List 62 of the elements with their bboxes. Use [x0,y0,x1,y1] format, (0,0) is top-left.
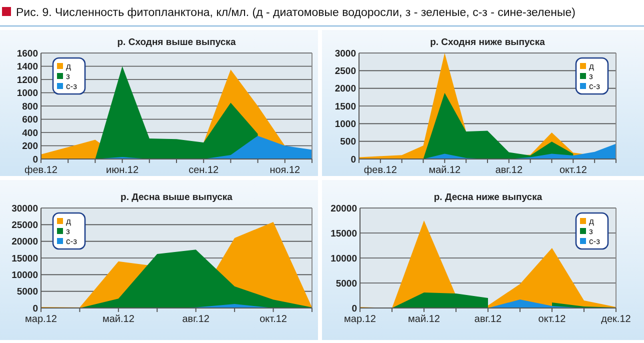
y-tick-label: 0 [352,303,357,314]
y-tick-label: 0 [32,154,38,166]
x-tick-label: окт.12 [538,314,566,325]
y-tick-label: 1000 [334,118,356,130]
y-tick-label: 10000 [12,270,38,281]
x-tick-label: май.12 [428,165,462,176]
y-tick-label: 3000 [334,48,356,60]
y-tick-label: 1600 [16,48,38,60]
chart-title: р. Сходня ниже выпуска [430,37,546,48]
x-tick-label: дек.12 [601,314,632,325]
chart-title: р. Десна выше выпуска [120,192,234,203]
legend-label: с-з [66,236,78,246]
x-tick-label: фев.12 [24,165,58,176]
x-tick-label: фев.12 [364,165,398,176]
legend-label: з [589,71,593,81]
legend-label: д [66,61,71,71]
y-tick-label: 2500 [334,66,356,77]
legend-label: с-з [66,81,78,91]
legend-label: д [66,216,71,226]
y-tick-label: 800 [22,101,38,112]
y-tick-label: 5000 [336,278,357,290]
y-tick-label: 2000 [334,84,356,95]
y-tick-label: 20000 [12,236,38,248]
x-tick-label: мар.12 [25,314,58,325]
y-tick-label: 25000 [12,220,38,231]
chart-title: р. Сходня выше выпуска [117,37,236,48]
x-tick-label: сен.12 [188,165,220,176]
y-tick-label: 200 [22,141,38,152]
x-tick-label: май.12 [102,314,135,325]
text: Рис. 9. Численность фитопланктона, кл/мл. (д - диатомовые водоросли, з - зеленые, с-з - сине-зеленые) [16,7,576,19]
x-tick-label: авг.12 [474,314,502,325]
y-tick-label: 0 [32,303,38,314]
x-tick-label: авг.12 [495,165,523,176]
y-tick-label: 5000 [16,286,38,298]
y-tick-label: 15000 [330,228,357,240]
y-tick-label: 15000 [12,253,38,264]
y-tick-label: 1200 [16,74,38,86]
legend-label: з [589,226,593,236]
x-tick-label: ноя.12 [270,165,301,176]
y-tick-label: 1400 [16,62,38,73]
legend-label: д [589,216,594,226]
y-tick-label: 400 [22,128,38,139]
legend-label: д [589,61,594,71]
x-tick-label: июн.12 [106,165,139,176]
y-tick-label: 500 [340,136,356,148]
y-tick-label: 0 [350,154,356,166]
y-tick-label: 10000 [330,253,357,264]
x-tick-label: окт.12 [260,314,288,325]
y-tick-label: 30000 [12,203,38,214]
legend-label: з [66,71,70,81]
y-tick-label: 1500 [334,101,356,112]
x-tick-label: май.12 [408,314,440,325]
y-tick-label: 20000 [330,203,357,214]
legend-label: с-з [589,81,600,91]
y-tick-label: 1000 [16,88,38,100]
y-tick-label: 600 [22,114,38,126]
legend-label: з [66,226,70,236]
legend-label: с-з [589,236,600,246]
x-tick-label: мар.12 [344,314,376,325]
x-tick-label: авг.12 [182,314,210,325]
x-tick-label: окт.12 [559,165,588,176]
chart-title: р. Десна ниже выпуска [434,192,543,203]
